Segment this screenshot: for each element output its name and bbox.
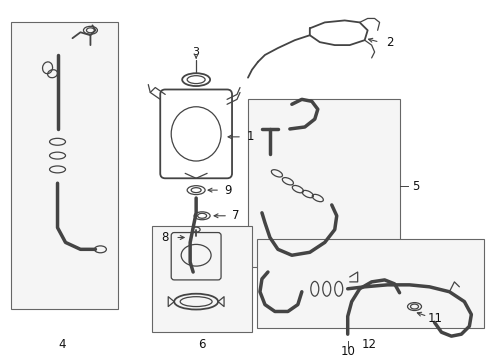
Text: 6: 6 [198,338,206,351]
Bar [248,99,399,267]
Bar [257,239,484,328]
Text: 8: 8 [162,231,169,244]
Text: 9: 9 [224,184,232,197]
Text: 4: 4 [59,338,66,351]
Text: 12: 12 [362,338,377,351]
Text: 1: 1 [246,130,254,143]
Bar [11,22,119,309]
Text: 2: 2 [386,36,393,49]
Text: 5: 5 [412,180,419,193]
Text: 11: 11 [428,312,443,325]
Bar [152,226,252,332]
Text: 3: 3 [193,47,199,57]
Text: 7: 7 [232,209,240,222]
Text: 10: 10 [340,346,355,359]
